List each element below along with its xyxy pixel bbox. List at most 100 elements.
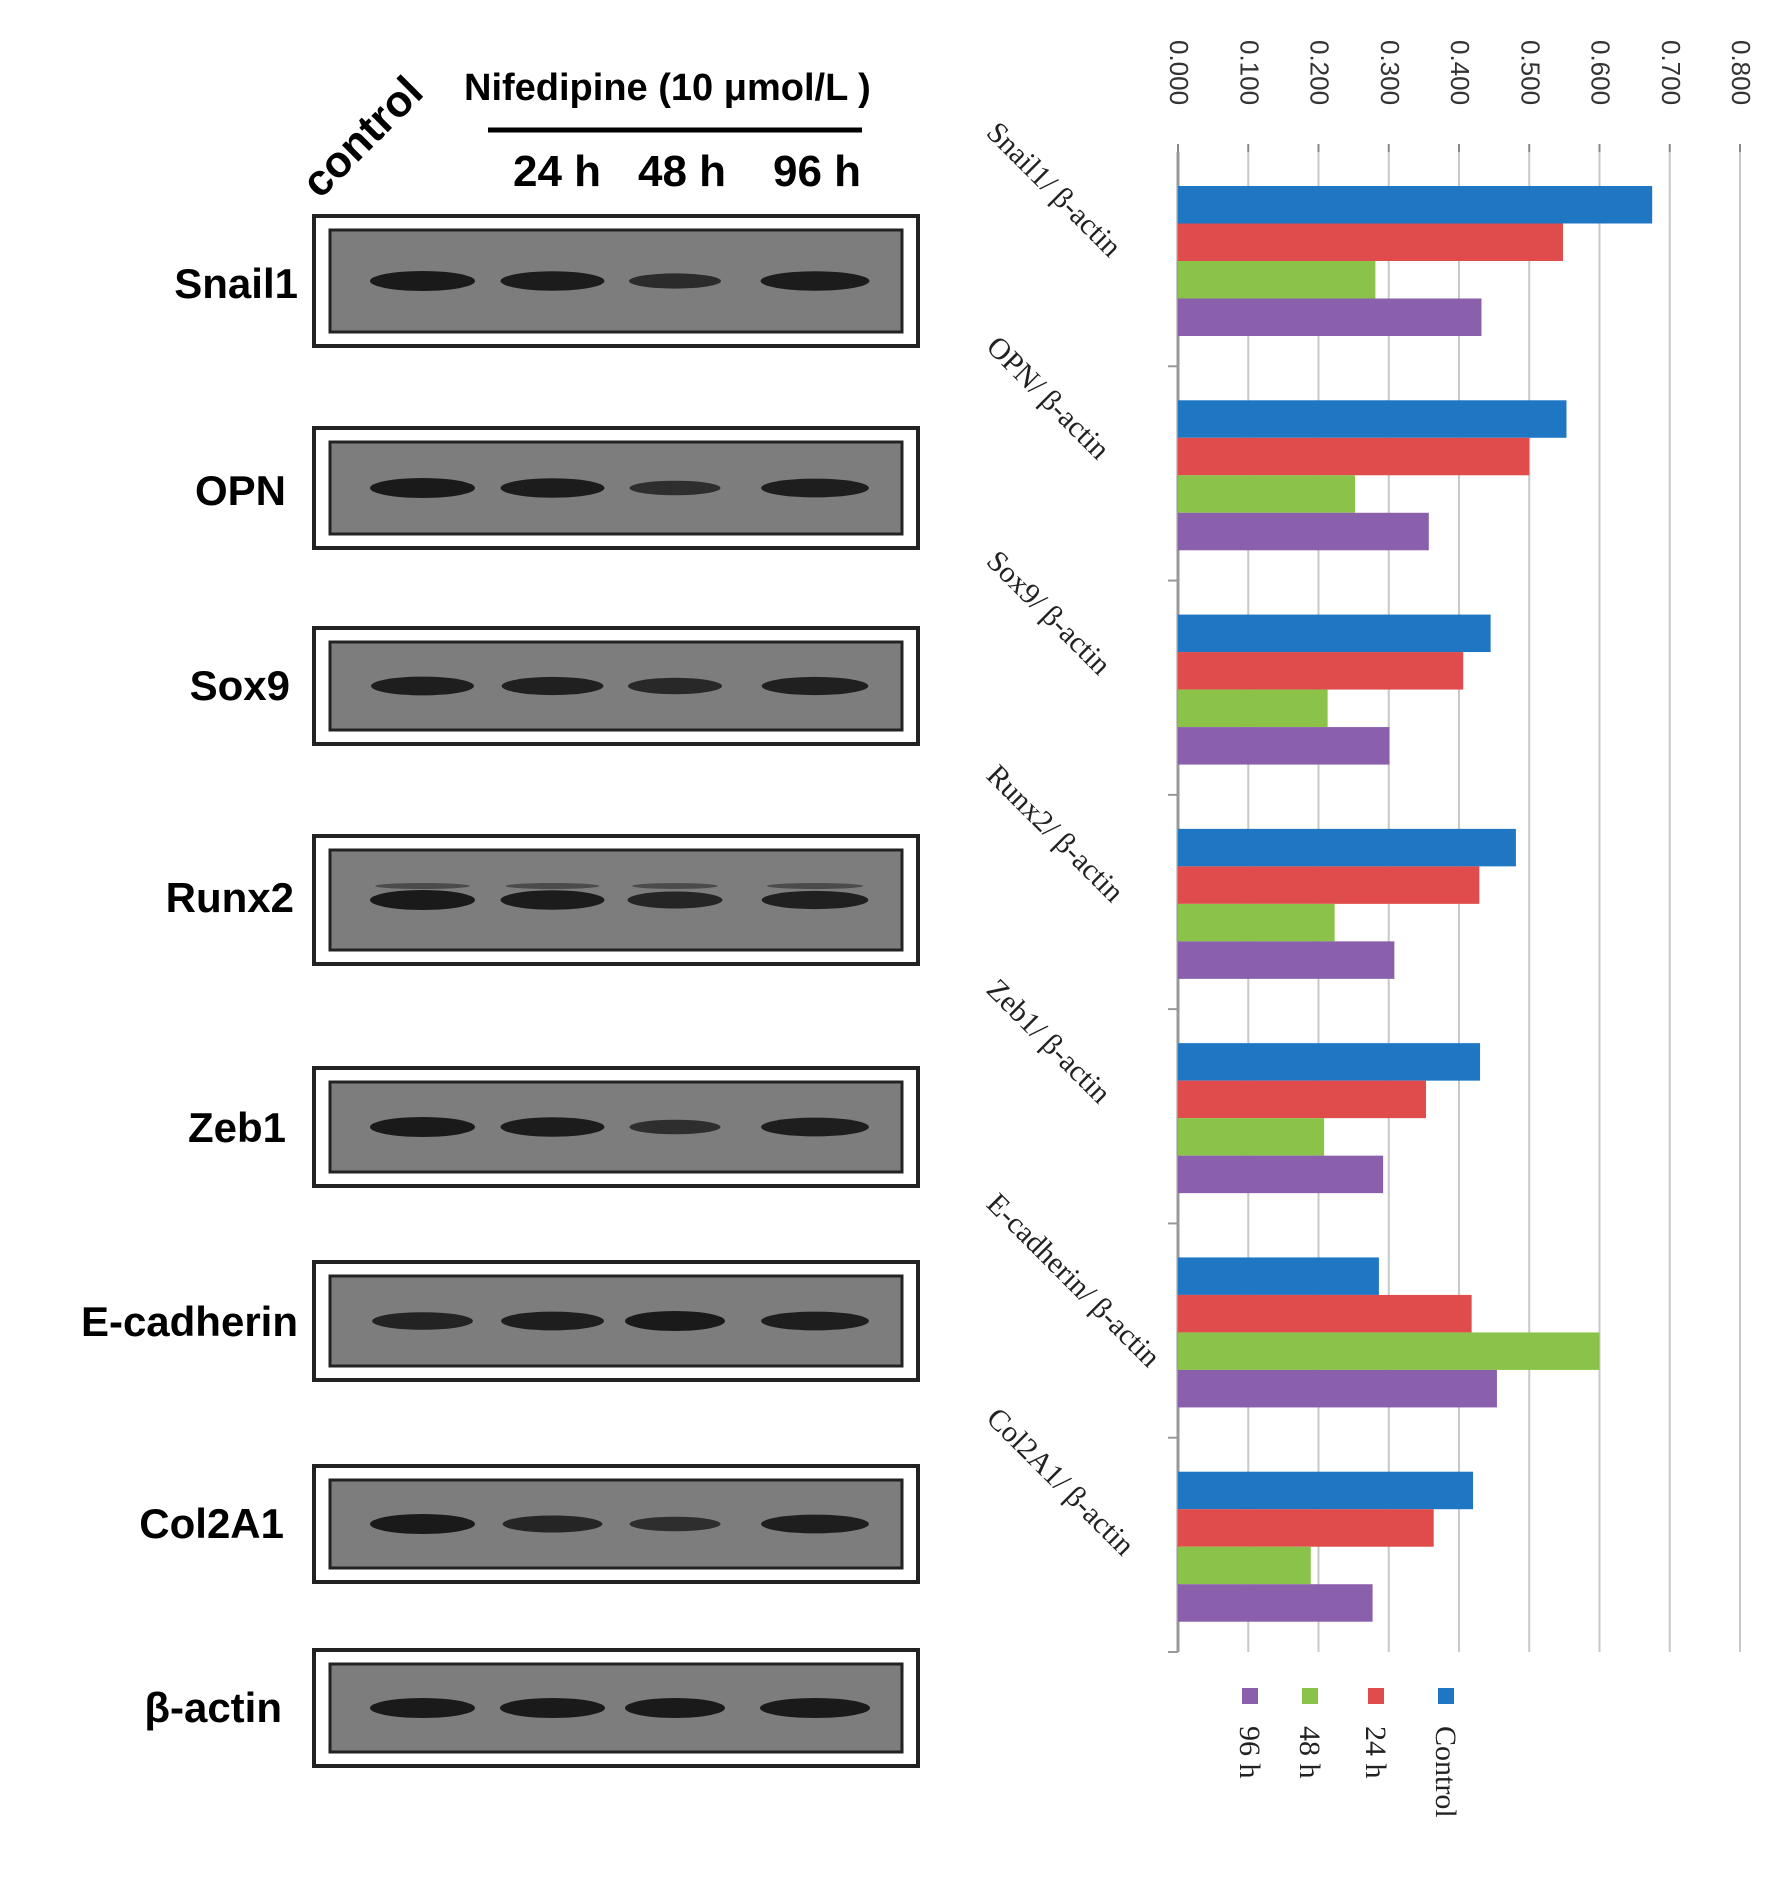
bar: [1178, 223, 1563, 261]
bar: [1178, 512, 1429, 551]
protein-band: [629, 1516, 721, 1532]
bar: [1178, 727, 1390, 765]
legend-swatch: [1368, 1688, 1384, 1704]
time-label-48h: 48 h: [638, 147, 726, 196]
protein-label: Col2A1: [139, 1500, 284, 1547]
bar: [1178, 1118, 1325, 1156]
bar: [1178, 1155, 1384, 1194]
legend: Control 24 h 48 h 96 h: [1233, 1688, 1462, 1818]
bar: [1178, 1471, 1474, 1510]
protein-label: E-cadherin: [81, 1298, 298, 1345]
protein-band: [500, 1117, 605, 1137]
x-tick-label: 0.000: [1164, 40, 1194, 105]
bar: [1178, 828, 1516, 867]
protein-label: Zeb1: [188, 1104, 286, 1151]
category-label: Zeb1/ β-actin: [980, 973, 1117, 1110]
protein-band: [500, 1698, 605, 1718]
protein-band: [370, 271, 475, 291]
category-label: Snail1/ β-actin: [980, 116, 1128, 264]
bar: [1178, 1584, 1373, 1622]
protein-band-upper: [632, 883, 718, 889]
legend-swatch: [1438, 1688, 1454, 1704]
protein-band-upper: [766, 883, 864, 889]
protein-band: [628, 677, 722, 695]
control-label: control: [292, 67, 432, 207]
x-tick-label: 0.500: [1515, 40, 1545, 105]
protein-band: [760, 1698, 870, 1718]
time-label-96h: 96 h: [773, 147, 861, 196]
treatment-label: Nifedipine (10 μmol/L ): [464, 67, 871, 109]
protein-band: [372, 1312, 473, 1330]
x-tick-label: 0.300: [1375, 40, 1405, 105]
category-label: Runx2/ β-actin: [980, 758, 1130, 908]
category-label: Sox9/ β-actin: [980, 544, 1117, 681]
protein-label: β-actin: [144, 1684, 282, 1731]
tick-labels: 0.000 0.100 0.200 0.300 0.400 0.500 0.600 0.700…: [1164, 40, 1756, 105]
bar: [1178, 1509, 1434, 1547]
protein-band: [625, 1311, 725, 1331]
bar: [1178, 1043, 1481, 1081]
blot-panels: Snail1 OPN Sox9 Runx2 Zeb1 E-cadherin Col2A1 β-…: [81, 214, 920, 1768]
protein-band: [761, 676, 869, 696]
protein-band: [629, 273, 721, 289]
protein-band: [501, 1311, 604, 1331]
protein-label: Snail1: [174, 260, 298, 307]
bar: [1178, 1369, 1497, 1408]
protein-label: Runx2: [166, 874, 294, 921]
bar: [1178, 475, 1356, 513]
category-label: Col2A1/ β-actin: [980, 1401, 1141, 1562]
protein-band: [502, 1515, 603, 1533]
legend-swatch: [1302, 1688, 1318, 1704]
bar: [1178, 1294, 1472, 1333]
x-tick-label: 0.600: [1586, 40, 1616, 105]
x-tick-label: 0.200: [1305, 40, 1335, 105]
legend-swatch: [1242, 1688, 1258, 1704]
bar: [1178, 866, 1480, 904]
protein-band-upper: [375, 883, 470, 889]
protein-band: [500, 890, 605, 910]
bar: [1178, 400, 1567, 438]
bar: [1178, 689, 1328, 728]
bars: [1178, 186, 1653, 1622]
protein-band: [760, 271, 870, 291]
protein-band: [370, 1514, 475, 1534]
protein-band-upper: [505, 883, 600, 889]
protein-band: [629, 480, 721, 496]
protein-band: [761, 890, 869, 910]
bar: [1178, 614, 1491, 653]
protein-band: [761, 1117, 869, 1137]
protein-band: [370, 1117, 475, 1137]
protein-label: Sox9: [190, 662, 290, 709]
protein-band: [627, 891, 723, 909]
x-tick-label: 0.400: [1445, 40, 1475, 105]
protein-band: [625, 1698, 725, 1718]
bar: [1178, 1546, 1311, 1585]
protein-label: OPN: [195, 467, 286, 514]
bar: [1178, 261, 1376, 299]
protein-band: [370, 478, 475, 498]
time-label-24h: 24 h: [513, 147, 601, 196]
bar: [1178, 1080, 1426, 1119]
bar-chart: 0.000 0.100 0.200 0.300 0.400 0.500 0.600 0.700…: [980, 40, 1756, 1818]
protein-band: [370, 890, 475, 910]
protein-band: [501, 676, 604, 696]
x-tick-label: 0.800: [1726, 40, 1756, 105]
legend-label: 96 h: [1233, 1726, 1266, 1779]
bar: [1178, 298, 1482, 336]
category-labels: Snail1/ β-actin OPN/ β-actin Sox9/ β-actin…: [980, 116, 1167, 1563]
protein-band: [370, 1698, 475, 1718]
protein-band: [371, 676, 474, 696]
bar: [1178, 437, 1530, 476]
x-tick-label: 0.100: [1234, 40, 1264, 105]
bar: [1178, 903, 1335, 942]
legend-label: Control: [1429, 1726, 1462, 1818]
x-tick-label: 0.700: [1656, 40, 1686, 105]
protein-band: [629, 1119, 721, 1135]
category-label: OPN/ β-actin: [980, 330, 1116, 466]
category-label: E-cadherin/ β-actin: [980, 1187, 1167, 1374]
blot-header: control Nifedipine (10 μmol/L ) 24 h 48 …: [292, 67, 870, 207]
legend-label: 48 h: [1293, 1726, 1326, 1779]
legend-label: 24 h: [1359, 1726, 1392, 1779]
bar: [1178, 186, 1653, 224]
